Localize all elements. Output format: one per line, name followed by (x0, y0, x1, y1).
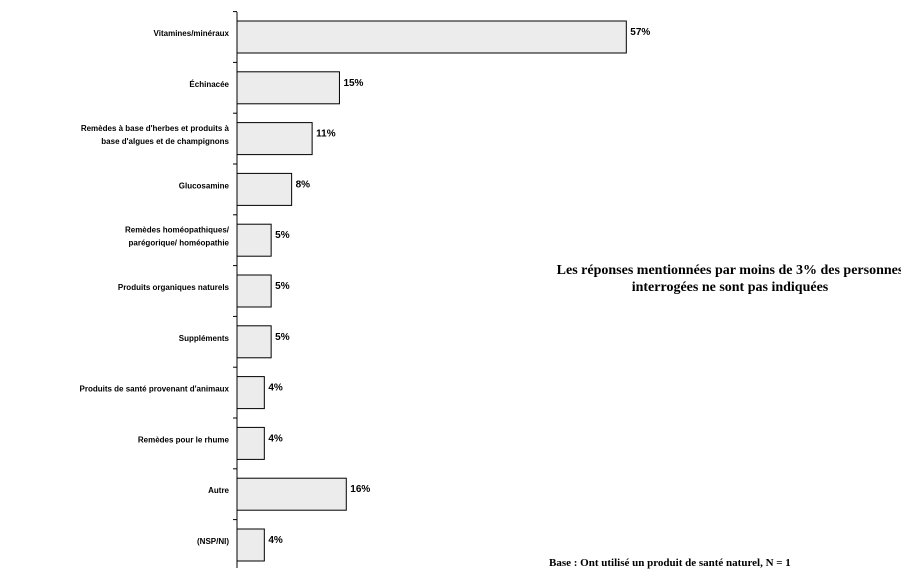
category-label: Autre (208, 486, 229, 495)
value-label: 4% (268, 433, 283, 444)
bar (236, 20, 627, 54)
category-label: Glucosamine (179, 181, 230, 190)
value-label: 4% (268, 383, 283, 394)
category-label: Remèdes à base d'herbes et produits à bas… (81, 124, 230, 146)
category-label: Suppléments (179, 334, 230, 343)
value-label: 8% (296, 179, 311, 190)
category-label: Remèdes homéopathiques/parégorique/ homé… (125, 226, 230, 248)
category-label: Remèdes pour le rhume (138, 435, 230, 444)
bar (236, 122, 313, 156)
bar (236, 528, 265, 562)
bar (236, 223, 272, 257)
value-label: 4% (268, 535, 283, 546)
bar (236, 477, 347, 511)
value-label: 15% (343, 78, 363, 89)
bar (236, 376, 265, 410)
value-label: 11% (316, 129, 336, 140)
y-axis-ticks (233, 11, 237, 521)
category-label: Échinacée (189, 80, 229, 89)
category-label: (NSP/NI) (197, 537, 229, 546)
bar (236, 274, 272, 308)
bar (236, 172, 293, 206)
category-label: Produits organiques naturels (118, 283, 230, 292)
value-label: 57% (630, 27, 650, 38)
bar (236, 71, 340, 105)
value-label: 5% (275, 230, 290, 241)
bar (236, 426, 265, 460)
chart-note: Les réponses mentionnées par moins de 3%… (556, 263, 901, 295)
category-label: Vitamines/minéraux (154, 29, 230, 38)
bar (236, 325, 272, 359)
base-footnote: Base : Ont utilisé un produit de santé n… (549, 557, 791, 569)
value-label: 16% (350, 484, 370, 495)
value-label: 5% (275, 332, 290, 343)
bars-group (236, 20, 627, 562)
category-labels-group: Vitamines/minéraux Échinacée Remèdes à bas… (80, 29, 230, 546)
category-label: Produits de santé provenant d'animaux (80, 385, 230, 394)
value-labels-group: 57% 15% 11% 8% 5% 5% 5% 4% 4% 16% 4% (268, 27, 650, 546)
value-label: 5% (275, 281, 290, 292)
